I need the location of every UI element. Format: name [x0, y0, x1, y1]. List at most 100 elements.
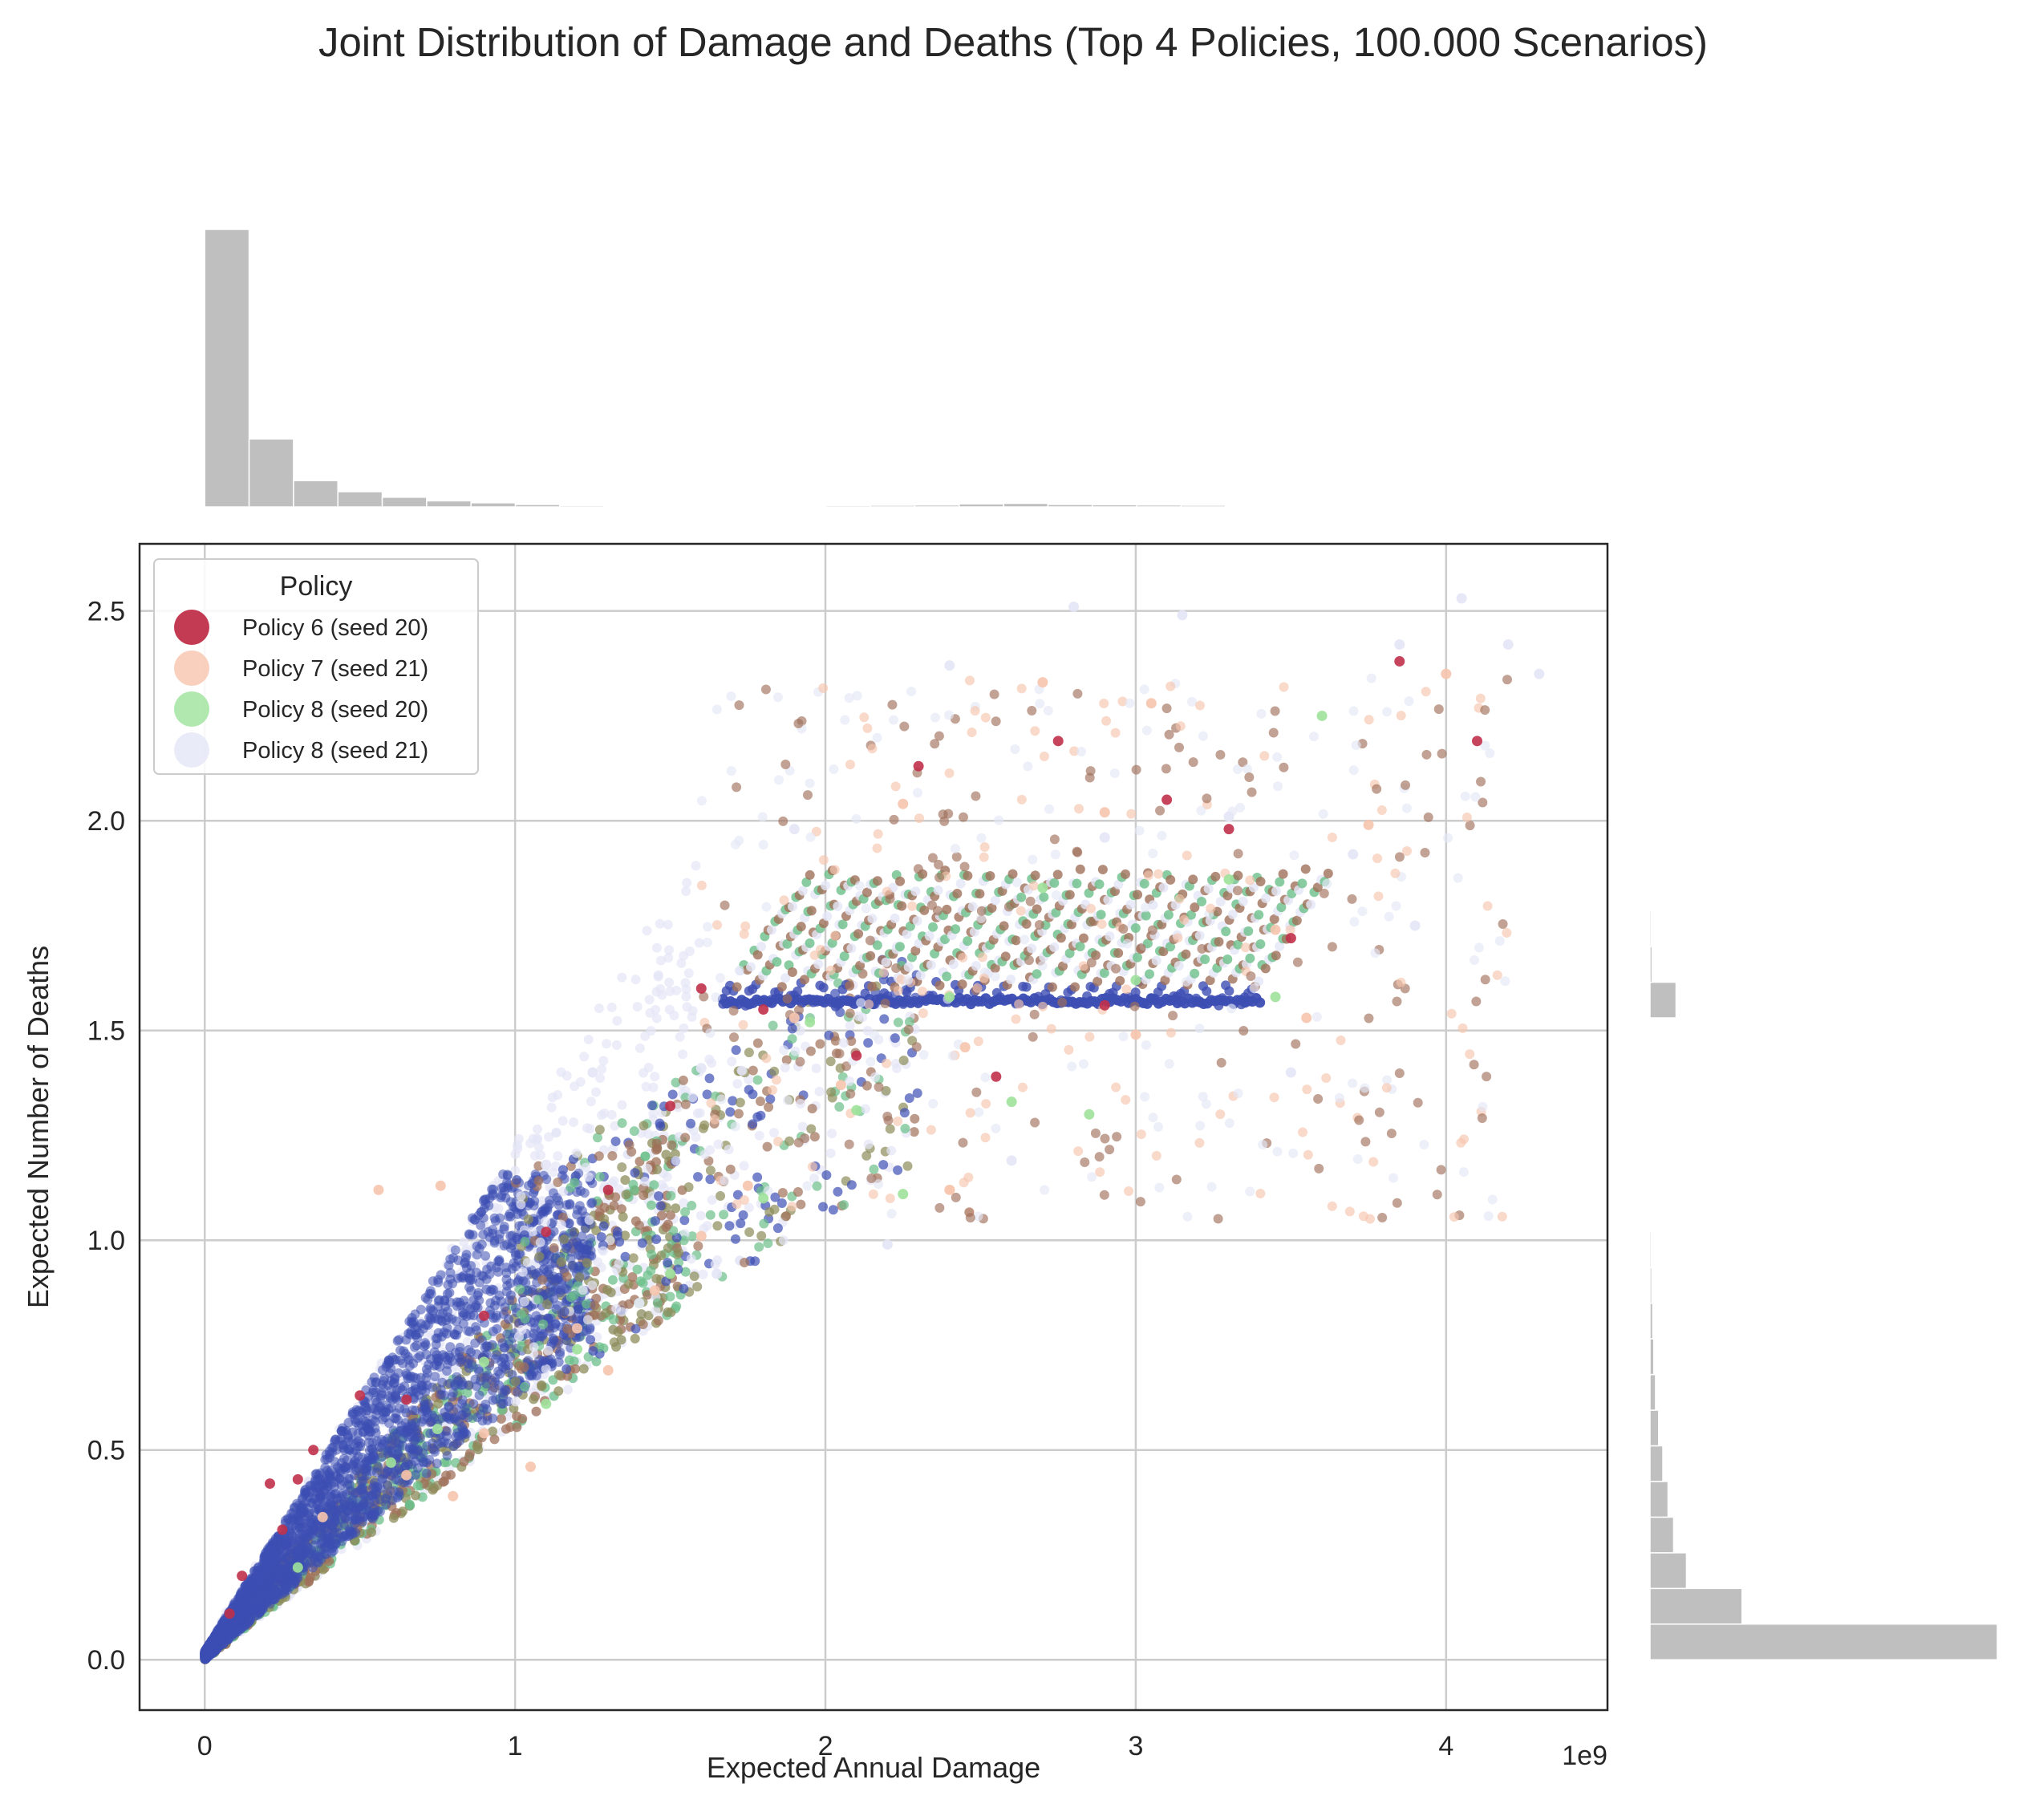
cloud-point: [776, 1198, 787, 1209]
cloud-point: [359, 1426, 369, 1437]
cloud-point: [557, 1165, 568, 1175]
cloud-point: [590, 1300, 600, 1311]
cloud-point: [237, 1587, 247, 1597]
cloud-point: [752, 950, 763, 960]
cloud-point: [577, 1206, 587, 1216]
right-histogram-bar: [1649, 1373, 1656, 1411]
cloud-point: [704, 1073, 715, 1084]
right-histogram-bar: [1649, 1481, 1669, 1518]
cloud-point: [347, 1529, 358, 1539]
cloud-point: [588, 1346, 598, 1356]
cloud-point: [628, 1253, 639, 1263]
cloud-point: [646, 1266, 656, 1276]
cloud-point: [408, 1436, 419, 1446]
cloud-point: [675, 1032, 685, 1042]
cloud-point: [562, 1384, 573, 1395]
cloud-point: [818, 1202, 829, 1212]
cloud-point: [655, 983, 666, 994]
cloud-point: [651, 1234, 662, 1244]
cloud-point: [649, 1180, 659, 1190]
cloud-point: [664, 945, 675, 955]
cloud-point: [410, 1490, 420, 1501]
cloud-point: [257, 1587, 267, 1597]
cloud-point: [647, 1101, 657, 1111]
cloud-point: [613, 1327, 623, 1337]
cloud-point: [473, 1445, 484, 1455]
cloud-point: [433, 1399, 444, 1409]
cloud-point: [833, 901, 843, 911]
cloud-point: [342, 1489, 352, 1499]
cloud-point: [442, 1288, 452, 1299]
cloud-point: [453, 1325, 464, 1336]
cloud-point: [686, 1254, 696, 1264]
cloud-point: [787, 1034, 797, 1044]
cloud-point: [666, 1190, 676, 1201]
cloud-point: [537, 1275, 548, 1285]
cloud-point: [452, 1372, 462, 1382]
cloud-point: [442, 1450, 452, 1461]
cloud-point: [805, 869, 815, 880]
cloud-point: [578, 1244, 589, 1255]
cloud-point: [838, 1038, 849, 1048]
cloud-point: [620, 1175, 630, 1186]
cloud-point: [593, 1257, 603, 1267]
cloud-point: [787, 1023, 797, 1034]
cloud-point: [699, 1149, 710, 1160]
cloud-point: [488, 1426, 498, 1437]
cloud-point: [471, 1300, 481, 1311]
cloud-point: [652, 1298, 663, 1308]
cloud-point: [472, 1241, 482, 1251]
cloud-point: [532, 1124, 542, 1134]
cloud-point: [517, 1267, 528, 1277]
cloud-point: [616, 1204, 626, 1214]
cloud-point: [567, 1260, 578, 1271]
top-histogram-bar: [825, 505, 871, 508]
cloud-point: [860, 1104, 870, 1114]
cloud-point: [553, 1090, 563, 1101]
cloud-point: [826, 1087, 837, 1097]
cloud-point: [471, 1325, 481, 1336]
cloud-point: [270, 1542, 281, 1552]
cloud-point: [733, 1109, 744, 1119]
cloud-point: [912, 1088, 922, 1098]
cloud-point: [752, 1112, 763, 1122]
cloud-point: [727, 1056, 737, 1067]
cloud-point: [436, 1270, 446, 1280]
cloud-point: [553, 1151, 563, 1161]
cloud-point: [620, 1230, 630, 1241]
cloud-point: [476, 1409, 486, 1420]
cloud-point: [544, 1132, 554, 1142]
cloud-point: [651, 1013, 662, 1023]
cloud-point: [755, 1096, 765, 1107]
cloud-point: [416, 1304, 426, 1315]
cloud-point: [444, 1402, 454, 1413]
cloud-point: [679, 951, 689, 961]
cloud-point: [886, 1145, 897, 1156]
cloud-point: [571, 1148, 582, 1158]
cloud-point: [657, 1179, 667, 1190]
cloud-point: [610, 1121, 620, 1131]
cloud-point: [367, 1444, 378, 1454]
cloud-point: [553, 1195, 564, 1206]
cloud-point: [634, 1220, 644, 1230]
cloud-point: [344, 1480, 355, 1490]
cloud-point: [719, 1210, 729, 1220]
cloud-point: [656, 1210, 667, 1221]
cloud-point: [655, 1201, 666, 1211]
cloud-point: [357, 1453, 367, 1463]
cloud-point: [639, 1121, 649, 1131]
cloud-point: [643, 1129, 654, 1139]
cloud-point: [653, 970, 663, 980]
right-histogram-bar: [1649, 1160, 1652, 1198]
top-histogram-bar: [381, 497, 428, 508]
cloud-point: [529, 1342, 539, 1352]
cloud-point: [493, 1256, 504, 1267]
cloud-point: [531, 1311, 541, 1321]
cloud-point: [334, 1436, 344, 1446]
cloud-point: [845, 981, 855, 991]
cloud-point: [539, 1264, 549, 1275]
cloud-point: [421, 1468, 432, 1478]
cloud-point: [233, 1617, 244, 1627]
cloud-point: [410, 1469, 420, 1480]
